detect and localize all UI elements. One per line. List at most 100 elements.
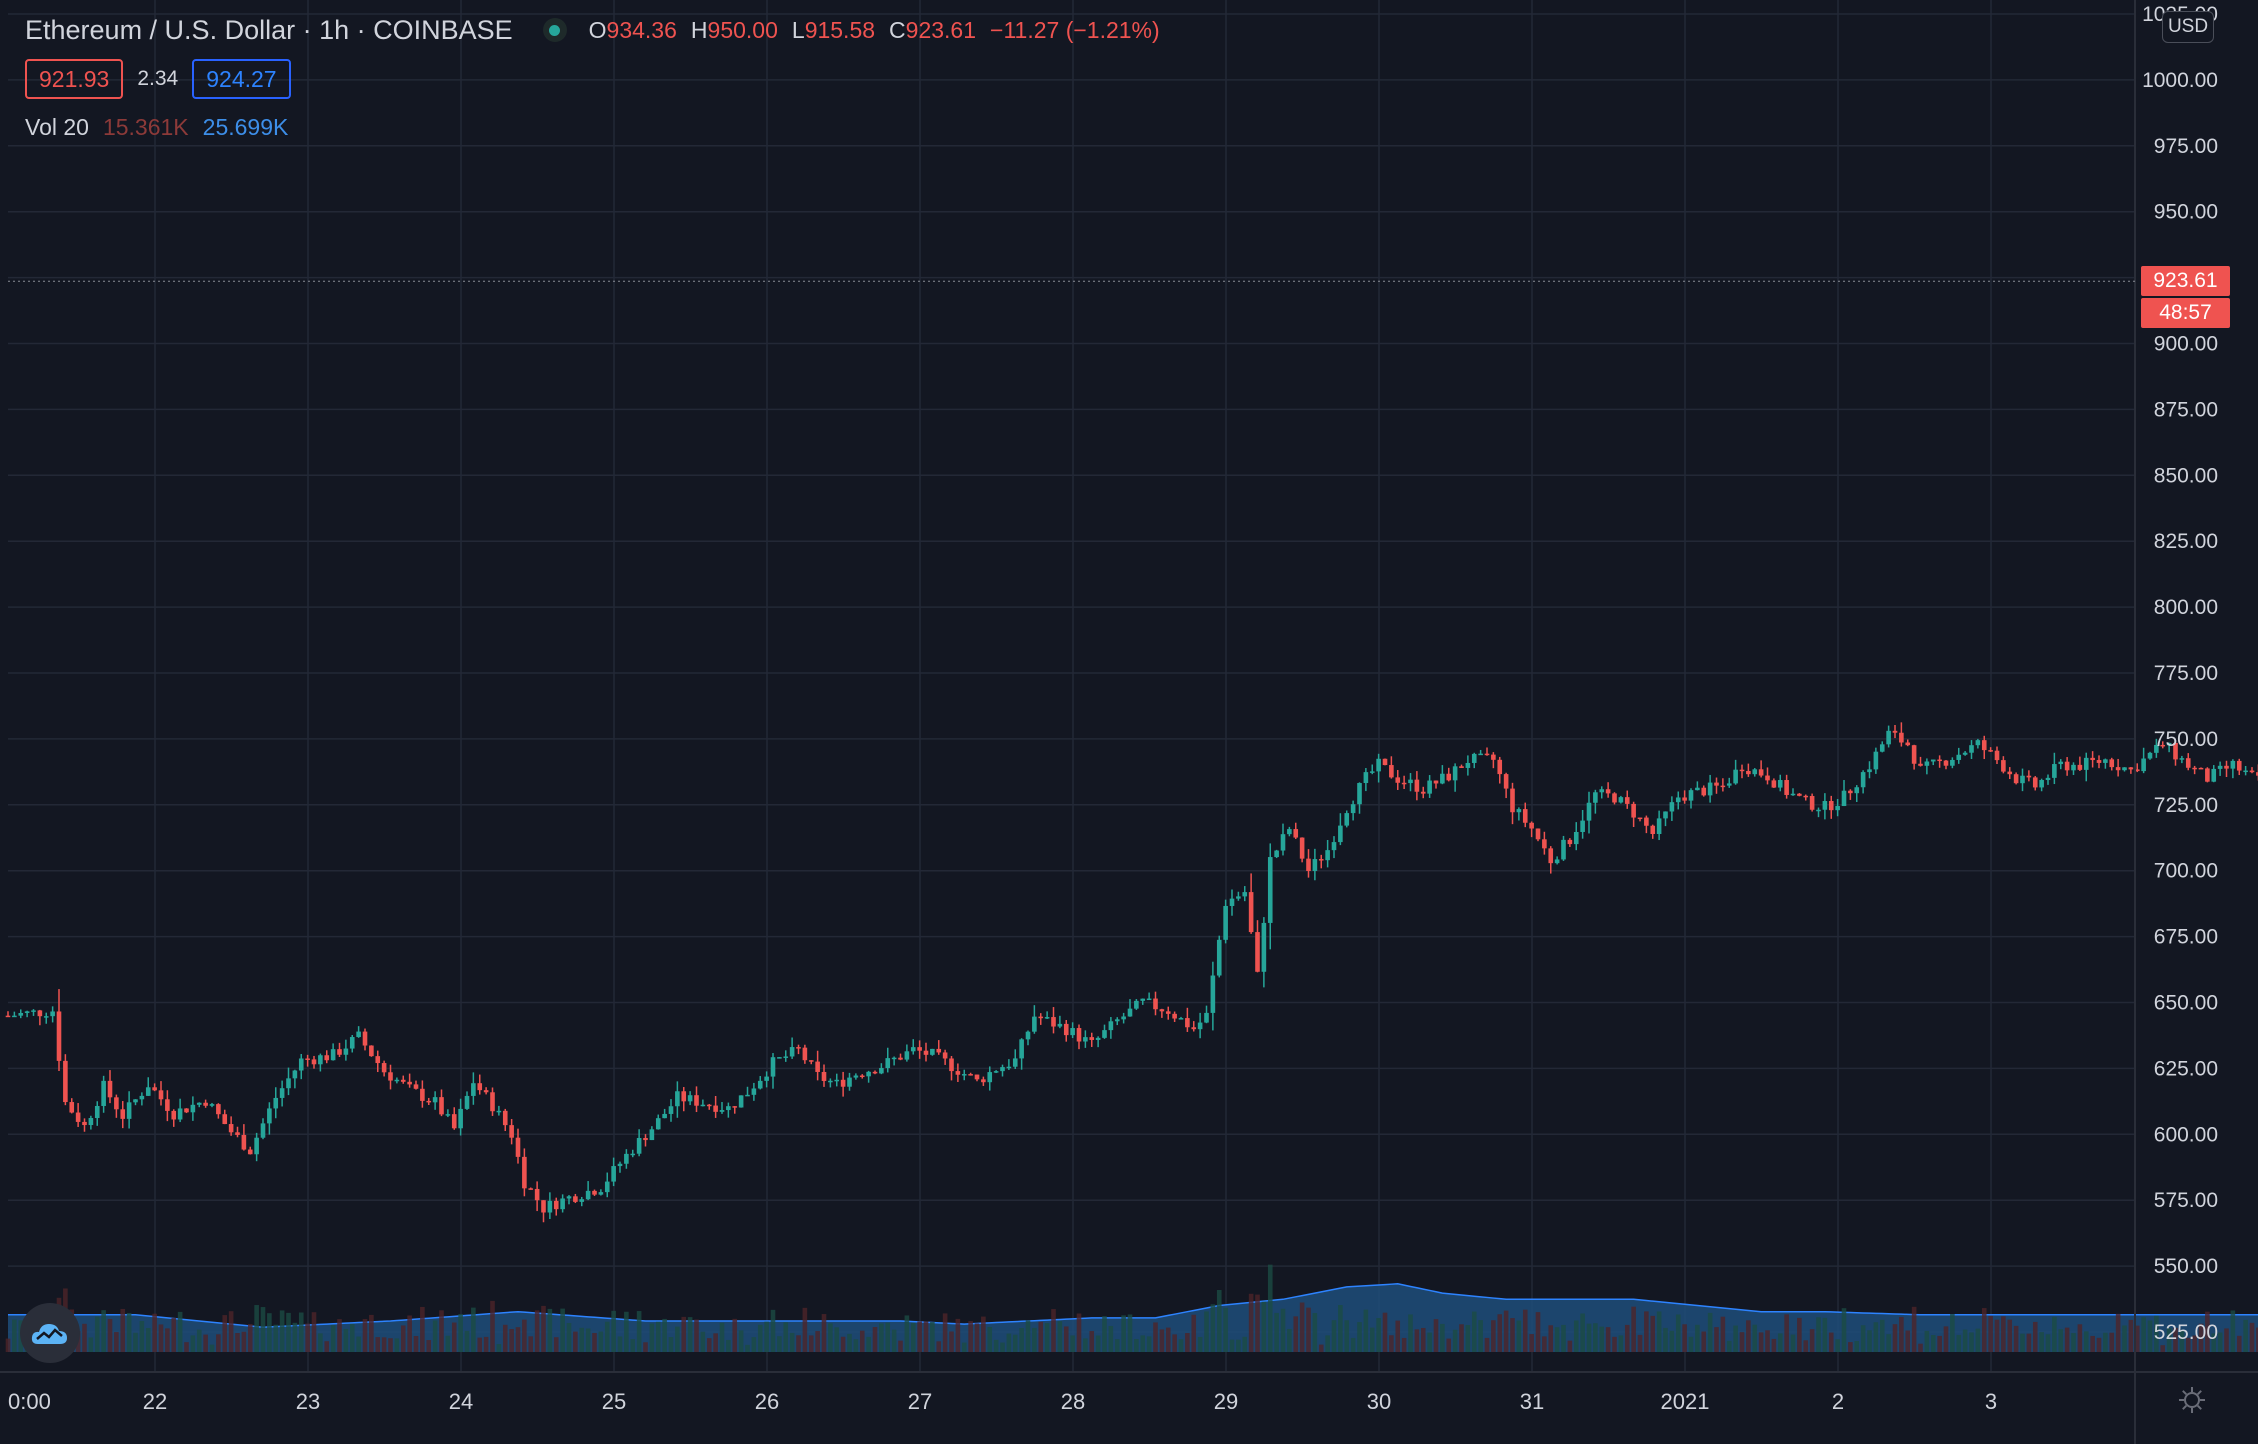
sell-button[interactable]: 921.93 (25, 59, 124, 99)
candle-body (1994, 750, 2000, 761)
candle-body (1465, 762, 1471, 768)
time-axis[interactable]: 0:00 22 23 24 25 26 27 28 29 30 31 2021 2 3 (8, 1389, 1997, 1414)
candle-body (1185, 1018, 1190, 1028)
symbol-title[interactable]: Ethereum / U.S. Dollar · 1h · COINBASE (25, 14, 513, 45)
volume-bar (732, 1318, 738, 1352)
candle-body (1873, 751, 1879, 770)
volume-bar (891, 1329, 897, 1352)
volume-bar (1350, 1337, 1356, 1352)
candle-body (1216, 939, 1222, 976)
volume-bar (1746, 1320, 1751, 1352)
candle-body (1408, 779, 1413, 784)
price-tick-label: 950.00 (2154, 201, 2218, 224)
volume-bar (604, 1321, 610, 1352)
candle-body (917, 1047, 922, 1051)
gear-icon[interactable] (2177, 1385, 2207, 1415)
volume-bar (1580, 1313, 1585, 1352)
candle-body (694, 1095, 699, 1106)
volume-bar (362, 1319, 368, 1352)
volume-bar (477, 1337, 483, 1352)
candle-body (222, 1114, 228, 1125)
candle-body (815, 1061, 820, 1072)
volume-bar (496, 1344, 502, 1352)
candle-body (1012, 1058, 1018, 1067)
volume-bar (305, 1323, 310, 1352)
volume-bar (388, 1338, 393, 1352)
candle-body (598, 1192, 604, 1195)
candle-body (1956, 754, 1962, 760)
volume-bar (1828, 1332, 1834, 1352)
candle-body (1529, 822, 1534, 829)
candle-body (1172, 1013, 1177, 1019)
candle-body (1892, 730, 1898, 733)
volume-bar (636, 1311, 642, 1352)
volume-bar (1491, 1320, 1496, 1352)
volume-bar (630, 1339, 636, 1352)
candle-body (184, 1108, 189, 1113)
volume-bar (1140, 1335, 1146, 1352)
candle-body (152, 1087, 157, 1091)
candle-body (1644, 817, 1649, 826)
volume-bar (522, 1319, 527, 1352)
currency-button[interactable]: USD (2162, 11, 2214, 43)
candle-body (2090, 757, 2095, 761)
candle-body (1886, 730, 1891, 745)
candle-body (1879, 744, 1885, 752)
buy-button[interactable]: 924.27 (192, 59, 291, 99)
volume-bar (2083, 1331, 2089, 1352)
volume-bar (2013, 1325, 2019, 1352)
volume-bar (2160, 1345, 2166, 1352)
volume-bar (228, 1311, 234, 1352)
candle-body (1599, 789, 1605, 793)
volume-bar (1503, 1310, 1509, 1352)
volume-bar (286, 1312, 291, 1352)
volume-bar (1000, 1342, 1005, 1352)
candle-body (2256, 772, 2258, 776)
candle-body (859, 1075, 865, 1078)
candle-body (1975, 740, 1981, 746)
volume-bar (777, 1336, 782, 1352)
candle-body (1070, 1028, 1075, 1036)
volume-bar (1280, 1308, 1286, 1352)
volume-bar (1573, 1320, 1579, 1352)
candle-body (496, 1110, 502, 1113)
volume-bar (1554, 1327, 1560, 1352)
price-axis[interactable]: 525.00 550.00 575.00 600.00 625.00 650.00 675.… (2142, 3, 2218, 1344)
tradingview-cloud-icon[interactable] (20, 1303, 80, 1363)
candle-body (624, 1153, 629, 1164)
volume-bar (2096, 1337, 2102, 1352)
candle-body (726, 1106, 731, 1111)
volume-bar (2256, 1327, 2258, 1352)
candle-body (2179, 758, 2185, 760)
price-change: −11.27 (−1.21%) (990, 16, 1160, 43)
spread-value: 2.34 (137, 67, 179, 90)
volume-bar (1095, 1335, 1101, 1352)
volume-bar (617, 1336, 623, 1352)
candle-body (573, 1196, 578, 1202)
candle-body (1019, 1039, 1024, 1059)
candle-body (2128, 767, 2134, 770)
price-tick-label: 625.00 (2154, 1057, 2218, 1080)
volume-legend[interactable]: Vol 20 15.361K 25.699K (25, 114, 288, 141)
volume-bar (726, 1339, 731, 1352)
volume-bar (190, 1335, 196, 1352)
candle-body (2052, 764, 2057, 778)
volume-bar (1032, 1327, 1037, 1352)
candle-body (796, 1047, 801, 1049)
candle-body (1248, 892, 1254, 933)
candle-body (267, 1108, 272, 1124)
time-tick-label: 29 (1214, 1389, 1238, 1414)
candle-body (1605, 789, 1611, 794)
volume-bar (1650, 1315, 1656, 1352)
volume-bar (2179, 1329, 2185, 1352)
candle-body (706, 1104, 712, 1107)
candle-body (700, 1104, 706, 1107)
candle-body (1899, 732, 1904, 743)
volume-bar (413, 1336, 419, 1352)
volume-bar (834, 1327, 840, 1352)
volume-bar (1548, 1325, 1554, 1352)
candle-body (2071, 764, 2076, 771)
volume-bar (1465, 1325, 1471, 1352)
volume-bar (936, 1341, 942, 1352)
